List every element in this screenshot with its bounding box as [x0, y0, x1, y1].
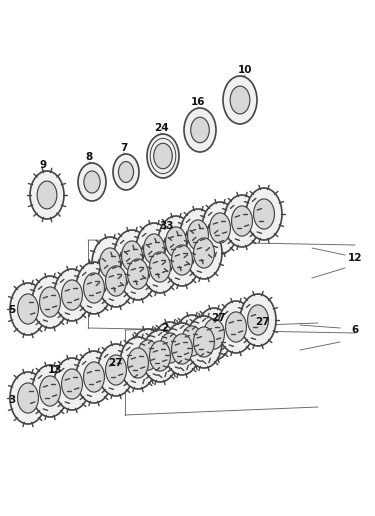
Text: 10: 10	[238, 65, 252, 75]
Ellipse shape	[84, 273, 105, 303]
Ellipse shape	[225, 312, 246, 342]
Text: 6: 6	[351, 325, 358, 335]
Ellipse shape	[99, 248, 120, 278]
Ellipse shape	[254, 199, 274, 229]
Ellipse shape	[128, 348, 148, 378]
Ellipse shape	[37, 181, 57, 209]
Ellipse shape	[18, 294, 39, 324]
Ellipse shape	[180, 209, 216, 261]
Ellipse shape	[186, 227, 222, 279]
Text: 7: 7	[120, 143, 128, 153]
Text: 8: 8	[86, 152, 93, 162]
Ellipse shape	[130, 329, 166, 381]
Ellipse shape	[196, 308, 232, 360]
Ellipse shape	[202, 202, 238, 254]
Ellipse shape	[159, 333, 180, 363]
Ellipse shape	[240, 294, 276, 346]
Ellipse shape	[248, 305, 268, 335]
Ellipse shape	[120, 337, 156, 389]
Text: 5: 5	[8, 305, 16, 315]
Ellipse shape	[32, 365, 68, 417]
Ellipse shape	[165, 227, 186, 257]
Ellipse shape	[62, 369, 82, 399]
Ellipse shape	[98, 255, 134, 307]
Ellipse shape	[32, 276, 68, 328]
Ellipse shape	[105, 266, 126, 296]
Ellipse shape	[84, 171, 100, 193]
Ellipse shape	[191, 117, 209, 143]
Text: 33: 33	[160, 221, 174, 231]
Ellipse shape	[184, 108, 216, 152]
Ellipse shape	[144, 234, 165, 264]
Ellipse shape	[76, 262, 112, 314]
Ellipse shape	[120, 248, 156, 300]
Ellipse shape	[114, 230, 150, 282]
Ellipse shape	[54, 358, 90, 410]
Ellipse shape	[164, 323, 200, 375]
Ellipse shape	[150, 252, 171, 282]
Ellipse shape	[194, 238, 214, 268]
Ellipse shape	[39, 376, 60, 406]
Ellipse shape	[182, 326, 203, 356]
Ellipse shape	[171, 334, 192, 364]
Ellipse shape	[204, 319, 225, 349]
Ellipse shape	[105, 355, 126, 385]
Ellipse shape	[54, 269, 90, 321]
Ellipse shape	[118, 162, 134, 183]
Ellipse shape	[224, 195, 260, 247]
Ellipse shape	[218, 301, 254, 353]
Ellipse shape	[194, 327, 214, 357]
Text: 9: 9	[39, 160, 46, 170]
Text: 27: 27	[255, 317, 269, 327]
Ellipse shape	[246, 188, 282, 240]
Ellipse shape	[188, 220, 209, 250]
Ellipse shape	[18, 383, 39, 413]
Ellipse shape	[223, 76, 257, 124]
Ellipse shape	[150, 341, 171, 371]
Ellipse shape	[171, 245, 192, 275]
Text: 3: 3	[8, 395, 16, 405]
Ellipse shape	[78, 163, 106, 201]
Ellipse shape	[62, 280, 82, 310]
Ellipse shape	[231, 206, 252, 236]
Ellipse shape	[10, 283, 46, 335]
Ellipse shape	[98, 344, 134, 396]
Text: 16: 16	[191, 97, 205, 107]
Ellipse shape	[142, 330, 178, 382]
Ellipse shape	[30, 171, 64, 219]
Ellipse shape	[76, 351, 112, 403]
Text: 2: 2	[161, 323, 169, 333]
Ellipse shape	[142, 241, 178, 293]
Ellipse shape	[84, 362, 105, 392]
Ellipse shape	[164, 234, 200, 286]
Ellipse shape	[138, 340, 159, 370]
Ellipse shape	[128, 259, 148, 289]
Ellipse shape	[113, 154, 139, 190]
Ellipse shape	[154, 143, 172, 169]
Text: 24: 24	[154, 123, 168, 133]
Ellipse shape	[122, 241, 142, 271]
Ellipse shape	[10, 372, 46, 424]
Ellipse shape	[92, 237, 128, 289]
Text: 13: 13	[48, 365, 62, 375]
Ellipse shape	[174, 315, 210, 367]
Ellipse shape	[230, 86, 250, 114]
Ellipse shape	[158, 216, 194, 268]
Text: 12: 12	[348, 253, 362, 263]
Ellipse shape	[136, 223, 172, 275]
Ellipse shape	[147, 134, 179, 178]
Ellipse shape	[39, 287, 60, 317]
Ellipse shape	[210, 213, 231, 243]
Text: 27: 27	[211, 313, 225, 323]
Text: 27: 27	[108, 358, 122, 368]
Ellipse shape	[152, 322, 188, 374]
Ellipse shape	[186, 316, 222, 368]
